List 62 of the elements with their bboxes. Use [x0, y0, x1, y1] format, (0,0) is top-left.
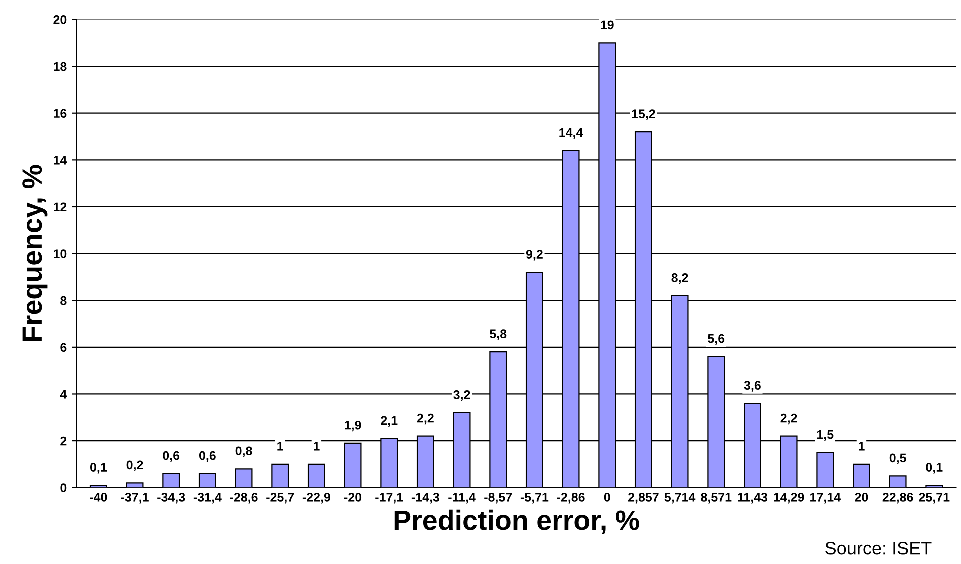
data-label: 0,5: [890, 454, 906, 464]
x-tick-label: -8,57: [484, 493, 512, 504]
y-tick-label: 12: [54, 202, 67, 212]
x-tick-label: -17,1: [376, 493, 404, 504]
data-label: 5,6: [708, 334, 725, 346]
data-label: 2,1: [381, 416, 398, 427]
y-tick-label: 20: [54, 16, 67, 24]
data-label: 1: [278, 442, 284, 451]
data-label: 3,2: [454, 390, 470, 402]
y-tick-label: 4: [60, 390, 68, 399]
x-tick-label: 5,714: [664, 493, 696, 504]
x-tick-label: -40: [90, 493, 108, 502]
x-tick-label: -5,71: [520, 493, 549, 504]
x-tick-label: -22,9: [302, 493, 330, 504]
data-label: 0,1: [926, 463, 943, 474]
data-label: 1: [314, 442, 320, 451]
x-tick-label: -37,1: [121, 493, 149, 504]
y-tick-label: 16: [54, 109, 67, 118]
x-tick-label: 0: [604, 493, 610, 502]
data-label: 0,6: [163, 451, 180, 462]
data-label: 0,6: [199, 451, 216, 462]
x-tick-label: 11,43: [738, 493, 768, 504]
y-tick-label: 2: [60, 436, 67, 446]
x-tick-label: 22,86: [882, 493, 914, 504]
y-tick-label: 0: [60, 484, 67, 493]
data-label: 5,8: [490, 330, 507, 340]
data-label: 3,6: [744, 381, 761, 392]
x-tick-label: -20: [344, 493, 362, 502]
x-tick-label: 14,29: [774, 493, 804, 504]
y-tick-label: 6: [60, 343, 67, 352]
data-label: 0,8: [236, 446, 252, 458]
x-tick-label: 8,571: [701, 493, 732, 504]
data-label: 14,4: [560, 128, 584, 140]
y-tick-label: 18: [54, 62, 67, 72]
data-label: 15,2: [632, 110, 656, 120]
data-label: 8,2: [672, 273, 688, 284]
x-tick-label: -11,4: [448, 493, 476, 504]
y-tick-label: 8: [60, 296, 67, 306]
data-label: 19: [601, 20, 614, 30]
data-label: 9,2: [526, 250, 543, 261]
data-label: 1,9: [345, 420, 362, 432]
x-tick-label: 2,857: [628, 493, 659, 504]
data-label: 2,2: [780, 414, 798, 425]
y-axis-title: Frequency, %: [22, 165, 48, 342]
x-tick-label: -34,3: [158, 493, 186, 504]
x-tick-label: -28,6: [230, 493, 258, 504]
x-axis-title: Prediction error, %: [394, 510, 640, 534]
x-tick-label: 17,14: [810, 493, 841, 504]
x-tick-label: -31,4: [194, 493, 222, 504]
data-label: 1,5: [817, 430, 834, 441]
y-tick-label: 14: [54, 156, 68, 165]
x-tick-label: -25,7: [266, 493, 294, 504]
x-tick-label: -2,86: [557, 493, 585, 504]
data-label: 0,2: [126, 460, 144, 472]
x-tick-label: 25,71: [919, 493, 950, 504]
x-tick-label: -14,3: [412, 493, 440, 504]
data-label: 2,2: [417, 414, 434, 425]
x-tick-label: 20: [855, 493, 868, 502]
data-label: 0,1: [90, 463, 108, 474]
data-label: 1: [859, 442, 865, 451]
source-note: Source: ISET: [826, 542, 932, 555]
y-tick-label: 10: [54, 250, 67, 258]
